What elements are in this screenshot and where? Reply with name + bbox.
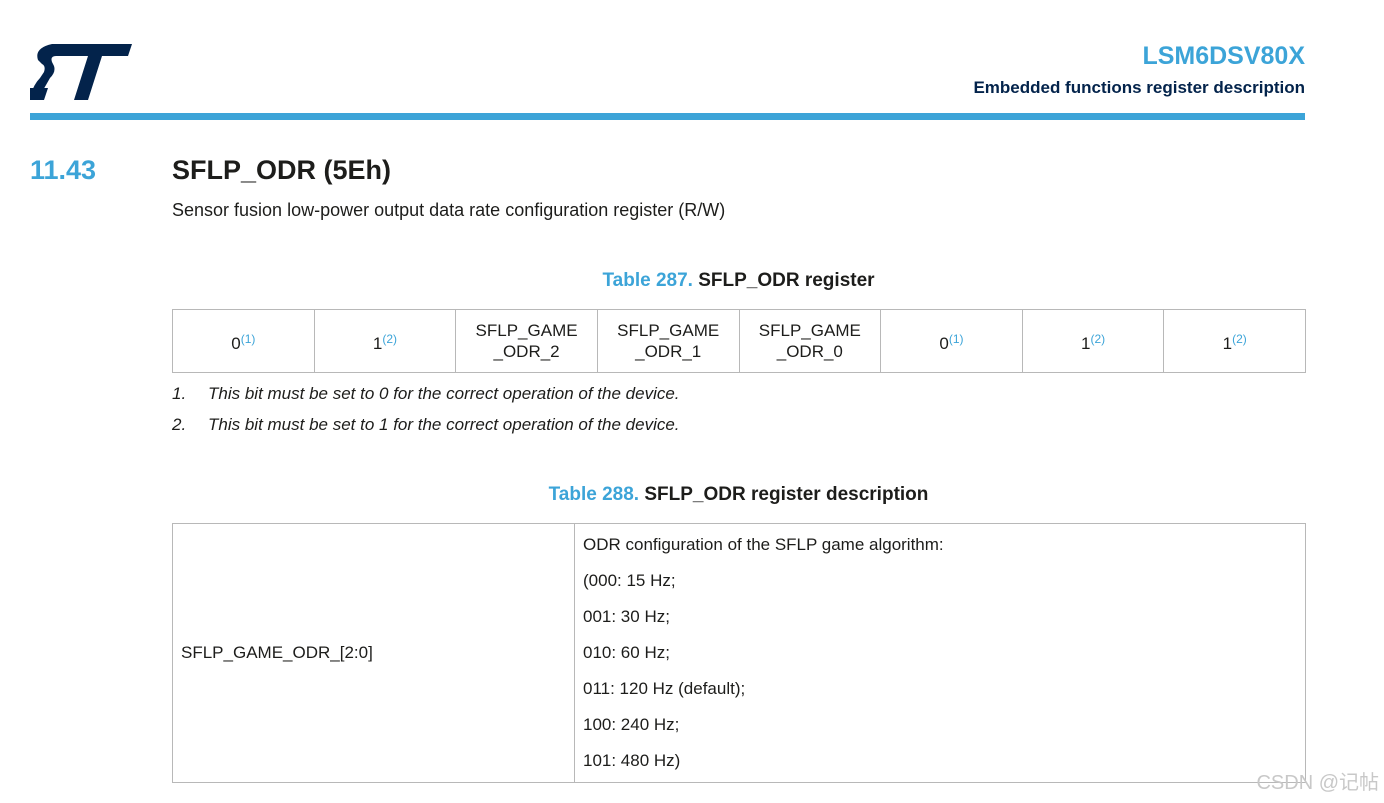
description-line: 001: 30 Hz; (583, 607, 670, 626)
bit-text: 0 (939, 333, 949, 353)
bit-text: _ODR_2 (493, 342, 560, 361)
caption-number: Table 288. (548, 484, 640, 505)
table-caption: Table 287. SFLP_ODR register (172, 270, 1305, 292)
bit-cell: 1(2) (1163, 309, 1306, 373)
register-table: 0(1) 1(2) SFLP_GAME _ODR_2 SFLP_GAME _ODR_1 SF… (172, 309, 1306, 373)
description-line: ODR configuration of the SFLP game algor… (583, 535, 944, 554)
bit-text: SFLP_GAME (758, 321, 861, 340)
section-description: Sensor fusion low-power output data rate… (172, 200, 726, 220)
description-line: 101: 480 Hz) (583, 751, 681, 770)
footnote-ref: (2) (1090, 331, 1106, 346)
bit-text: 1 (1222, 333, 1233, 353)
footnote-text: This bit must be set to 0 for the correc… (208, 384, 680, 403)
doc-title: LSM6DSV80X (1142, 42, 1305, 70)
bit-text: _ODR_1 (635, 342, 702, 361)
header-bar (30, 113, 1305, 120)
footnote-number: 2. (172, 415, 187, 434)
description-line: (000: 15 Hz; (583, 571, 676, 590)
bit-cell: 1(2) (313, 309, 457, 373)
watermark: CSDN @记帖 (1256, 772, 1379, 794)
bit-cell: SFLP_GAME _ODR_1 (596, 309, 740, 373)
bit-cell: SFLP_GAME _ODR_0 (738, 309, 882, 373)
doc-subtitle: Embedded functions register description (973, 78, 1305, 97)
bit-cell: SFLP_GAME _ODR_2 (455, 309, 598, 373)
bit-text: 0 (231, 333, 241, 353)
footnote: 2. This bit must be set to 1 for the corr… (172, 415, 680, 435)
footnote-ref: (1) (948, 331, 964, 346)
bit-text: 1 (372, 333, 383, 353)
field-cell: SFLP_GAME_ODR_[2:0] (172, 523, 575, 783)
description-line: 010: 60 Hz; (583, 643, 670, 662)
section-number: 11.43 (30, 155, 97, 185)
bit-cell: 1(2) (1021, 309, 1165, 373)
caption-number: Table 287. (602, 270, 693, 291)
section-title: SFLP_ODR (5Eh) (172, 155, 392, 185)
footnote-ref: (1) (240, 331, 256, 346)
description-line: 011: 120 Hz (default); (583, 679, 746, 698)
caption-title: SFLP_ODR register (698, 270, 875, 291)
footnote-text: This bit must be set to 1 for the correc… (208, 415, 680, 434)
bit-text: SFLP_GAME (475, 321, 578, 340)
table-caption: Table 288. SFLP_ODR register description (172, 484, 1305, 506)
caption-title: SFLP_ODR register description (644, 484, 929, 505)
st-logo (30, 44, 132, 100)
footnote-ref: (2) (1232, 331, 1247, 346)
bit-cell: 0(1) (880, 309, 1023, 373)
bit-text: _ODR_0 (776, 342, 843, 361)
footnote-ref: (2) (382, 331, 397, 346)
footnote: 1. This bit must be set to 0 for the corr… (172, 384, 680, 404)
description-line: 100: 240 Hz; (583, 715, 680, 734)
bit-text: 1 (1080, 333, 1091, 353)
description-table: SFLP_GAME_ODR_[2:0] ODR configuration of … (172, 523, 1306, 783)
footnote-number: 1. (172, 384, 187, 403)
bit-cell: 0(1) (172, 309, 315, 373)
description-cell: ODR configuration of the SFLP game algor… (574, 523, 1306, 783)
bit-text: SFLP_GAME (617, 321, 720, 340)
